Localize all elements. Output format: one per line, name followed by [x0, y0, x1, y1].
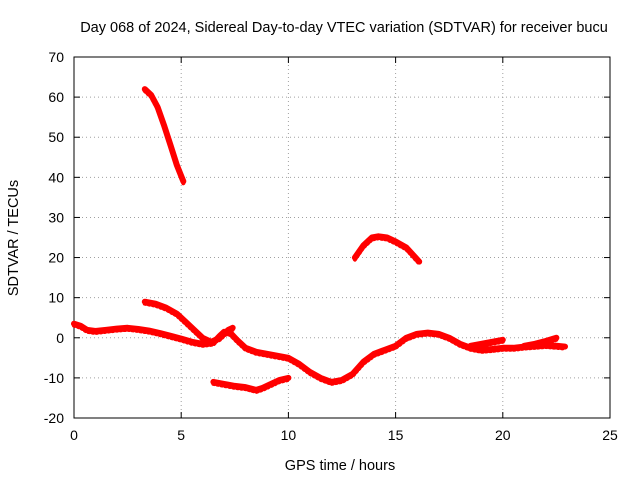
y-axis-label: SDTVAR / TECUs	[6, 180, 22, 296]
x-axis-label: GPS time / hours	[285, 458, 395, 474]
y-tick-label: 60	[48, 89, 64, 105]
data-series	[71, 86, 568, 394]
series-arc-1-band	[142, 89, 186, 186]
x-tick-label: 5	[177, 427, 185, 443]
y-tick-label: 40	[48, 169, 64, 185]
series-arc-5-band	[211, 377, 291, 394]
y-tick-label: 20	[48, 250, 64, 266]
x-tick-label: 20	[495, 427, 511, 443]
y-tick-label: 70	[48, 49, 64, 65]
plot-frame	[73, 56, 611, 419]
y-axis-ticks: -20 -10 0 10 20 30 40 50 60 70	[44, 49, 610, 426]
x-axis-ticks: 0 5 10 15 20 25	[70, 57, 618, 443]
series-arc-4-band	[142, 301, 235, 346]
y-tick-label: 30	[48, 209, 64, 225]
x-tick-label: 10	[281, 427, 297, 443]
x-tick-label: 25	[602, 427, 618, 443]
grid-lines	[74, 57, 610, 418]
y-tick-label: 10	[48, 290, 64, 306]
y-tick-label: 50	[48, 129, 64, 145]
x-tick-label: 15	[388, 427, 404, 443]
x-tick-label: 0	[70, 427, 78, 443]
series-arc-3-band	[72, 323, 567, 386]
series-arc-2-band	[352, 236, 422, 266]
series-arc-6-band	[468, 339, 505, 350]
y-tick-label: -10	[44, 370, 64, 386]
y-tick-label: 0	[56, 330, 64, 346]
series-arc-7-band	[522, 337, 559, 350]
y-tick-label: -20	[44, 410, 64, 426]
chart-title: Day 068 of 2024, Sidereal Day-to-day VTE…	[80, 20, 608, 36]
